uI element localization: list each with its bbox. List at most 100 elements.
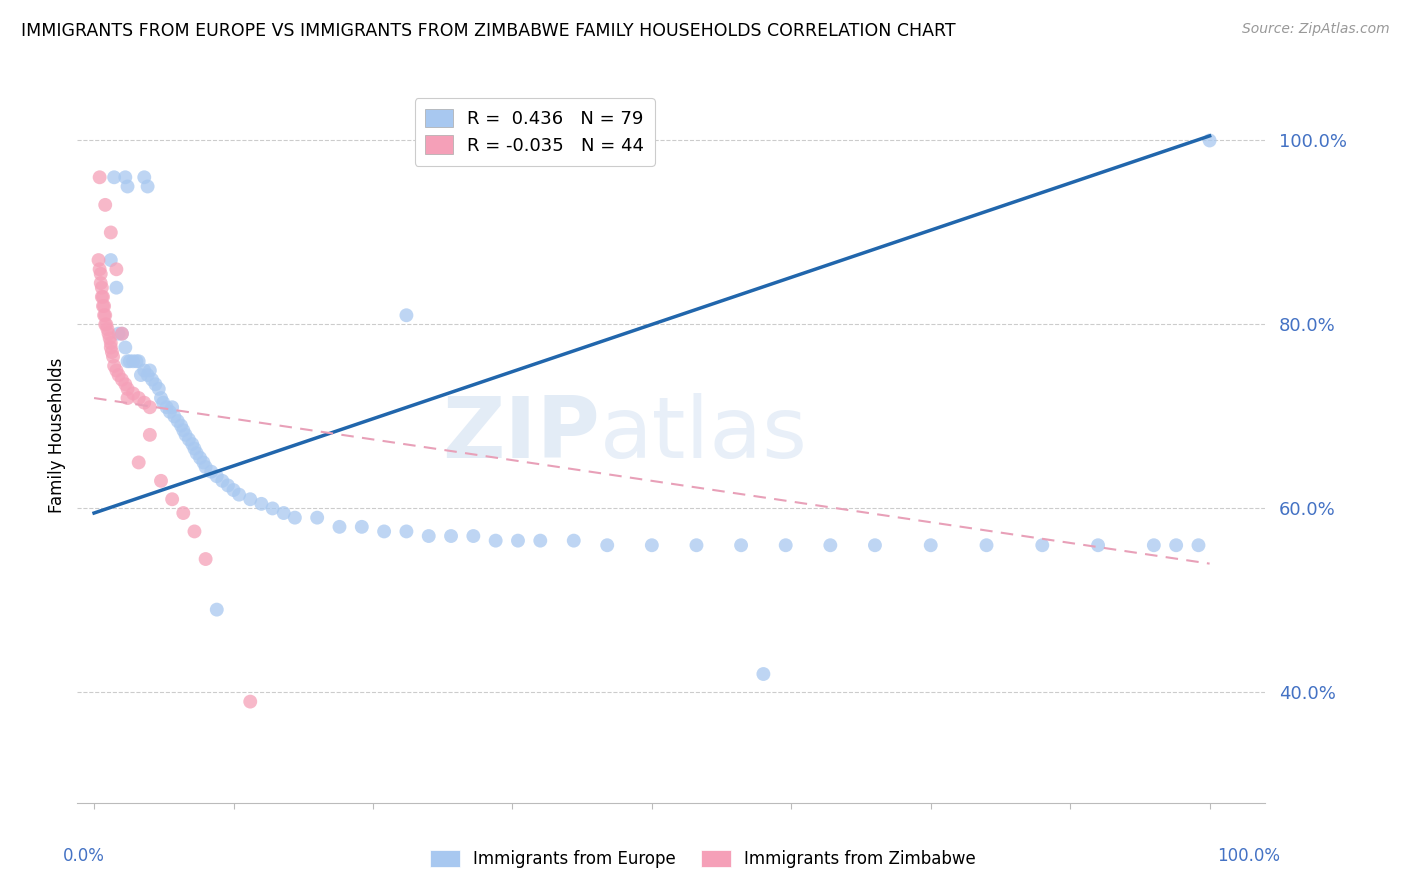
Point xyxy=(150,391,173,405)
Point xyxy=(775,538,797,552)
Point xyxy=(205,602,228,616)
Point xyxy=(1087,538,1109,552)
Point xyxy=(128,455,150,469)
Point xyxy=(166,414,188,428)
Text: 100.0%: 100.0% xyxy=(1216,847,1279,865)
Point xyxy=(262,501,284,516)
Point xyxy=(103,170,125,185)
Point xyxy=(111,326,134,341)
Point xyxy=(152,395,174,409)
Point xyxy=(90,276,112,290)
Point xyxy=(239,492,262,507)
Point xyxy=(114,170,136,185)
Point xyxy=(136,368,159,382)
Point xyxy=(976,538,998,552)
Point xyxy=(148,382,170,396)
Point xyxy=(117,179,139,194)
Point xyxy=(134,170,156,185)
Text: Source: ZipAtlas.com: Source: ZipAtlas.com xyxy=(1241,22,1389,37)
Point xyxy=(90,281,112,295)
Point xyxy=(1166,538,1188,552)
Point xyxy=(1187,538,1209,552)
Point xyxy=(125,354,148,368)
Point xyxy=(105,262,128,277)
Point xyxy=(94,308,117,322)
Point xyxy=(117,391,139,405)
Point xyxy=(117,382,139,396)
Point xyxy=(188,450,211,465)
Point xyxy=(160,401,183,415)
Point xyxy=(117,354,139,368)
Point xyxy=(128,391,150,405)
Legend: Immigrants from Europe, Immigrants from Zimbabwe: Immigrants from Europe, Immigrants from … xyxy=(423,843,983,875)
Point xyxy=(150,474,173,488)
Point xyxy=(87,253,110,268)
Point xyxy=(90,290,112,304)
Point xyxy=(105,363,128,377)
Point xyxy=(395,308,418,322)
Point xyxy=(100,253,122,268)
Text: IMMIGRANTS FROM EUROPE VS IMMIGRANTS FROM ZIMBABWE FAMILY HOUSEHOLDS CORRELATION: IMMIGRANTS FROM EUROPE VS IMMIGRANTS FRO… xyxy=(21,22,956,40)
Point xyxy=(183,442,205,456)
Point xyxy=(181,437,204,451)
Point xyxy=(134,395,156,409)
Y-axis label: Family Households: Family Households xyxy=(48,357,66,513)
Point xyxy=(194,460,217,475)
Point xyxy=(641,538,664,552)
Point xyxy=(122,386,145,401)
Point xyxy=(217,478,239,492)
Point xyxy=(183,524,205,539)
Point xyxy=(101,345,124,359)
Text: 0.0%: 0.0% xyxy=(63,847,105,865)
Point xyxy=(111,326,134,341)
Point xyxy=(100,226,122,240)
Point xyxy=(1198,133,1220,147)
Point xyxy=(752,667,775,681)
Point xyxy=(91,299,114,313)
Point xyxy=(506,533,529,548)
Point xyxy=(485,533,508,548)
Point xyxy=(596,538,619,552)
Point xyxy=(177,433,200,447)
Point xyxy=(920,538,942,552)
Point xyxy=(101,350,124,364)
Point xyxy=(863,538,886,552)
Point xyxy=(440,529,463,543)
Point xyxy=(418,529,440,543)
Point xyxy=(97,326,120,341)
Point xyxy=(155,401,177,415)
Point xyxy=(100,335,122,350)
Point xyxy=(186,446,208,460)
Point xyxy=(200,465,222,479)
Point xyxy=(174,427,197,442)
Point xyxy=(114,341,136,355)
Point xyxy=(128,354,150,368)
Point xyxy=(105,281,128,295)
Point xyxy=(228,488,250,502)
Point xyxy=(328,520,350,534)
Point xyxy=(194,552,217,566)
Point xyxy=(94,318,117,332)
Point xyxy=(91,290,114,304)
Point xyxy=(94,198,117,212)
Point xyxy=(205,469,228,483)
Point xyxy=(250,497,273,511)
Point xyxy=(129,368,152,382)
Point xyxy=(172,506,194,520)
Legend: R =  0.436   N = 79, R = -0.035   N = 44: R = 0.436 N = 79, R = -0.035 N = 44 xyxy=(415,98,655,166)
Point xyxy=(730,538,752,552)
Text: atlas: atlas xyxy=(600,393,808,476)
Point xyxy=(96,322,118,336)
Point xyxy=(172,423,194,437)
Point xyxy=(145,377,167,392)
Point xyxy=(141,373,163,387)
Point xyxy=(139,427,162,442)
Point xyxy=(163,409,186,424)
Point xyxy=(160,492,183,507)
Point xyxy=(136,179,159,194)
Point xyxy=(273,506,295,520)
Point xyxy=(820,538,842,552)
Point xyxy=(685,538,707,552)
Point xyxy=(284,510,307,524)
Point xyxy=(373,524,395,539)
